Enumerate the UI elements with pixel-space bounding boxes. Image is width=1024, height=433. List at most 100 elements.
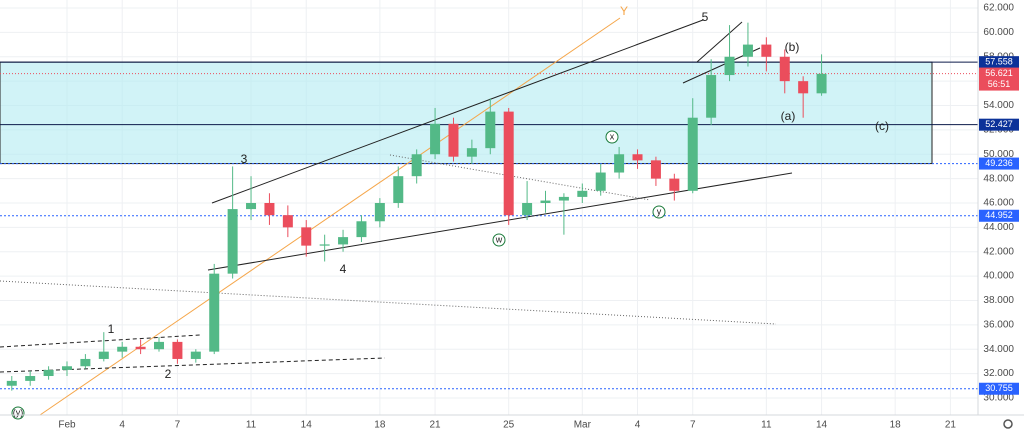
candle-body — [632, 154, 643, 161]
candle-body — [172, 341, 183, 359]
candle-body — [282, 215, 293, 228]
candle-body — [816, 73, 827, 94]
candle-body — [503, 111, 514, 216]
candle-body — [98, 351, 109, 359]
candle-body — [264, 202, 275, 216]
annotation: 4 — [340, 262, 347, 276]
candle-body — [779, 56, 790, 82]
candle-body — [485, 111, 496, 149]
candle-body — [356, 221, 367, 238]
candle-body — [614, 154, 625, 173]
candle-body — [393, 176, 404, 203]
candle-body — [798, 81, 809, 94]
x-tick-label: 21 — [945, 420, 957, 431]
candle-body — [246, 202, 257, 210]
last-price-box — [979, 67, 1019, 91]
candle-body — [25, 376, 36, 381]
x-tick-label: 11 — [246, 420, 257, 431]
level-label-box — [979, 56, 1019, 69]
candle-body — [227, 209, 238, 274]
trend-line — [0, 334, 201, 348]
candle-body — [466, 148, 477, 157]
annotation: w — [495, 234, 503, 244]
x-tick-label: 21 — [430, 420, 442, 431]
annotation: 2 — [165, 367, 172, 381]
candle-body — [61, 366, 72, 370]
candle-body — [724, 56, 735, 76]
candle-body — [742, 44, 753, 57]
annotation: Y — [620, 4, 628, 18]
level-label-box — [979, 382, 1019, 395]
annotation: 5 — [702, 10, 709, 24]
y-tick-label: 48.000 — [983, 173, 1014, 184]
y-tick-label: 36.000 — [983, 319, 1014, 330]
settings-icon[interactable] — [1003, 419, 1013, 429]
x-tick-label: Mar — [574, 420, 592, 431]
y-tick-label: 30.000 — [983, 393, 1014, 404]
x-tick-label: 7 — [690, 420, 696, 431]
over-layer: Y 5 3 4 1 2 (b) (a) (c) (y) x w y — [6, 4, 889, 420]
candle-body — [558, 196, 569, 201]
candle-body — [190, 351, 201, 359]
candle-body — [319, 244, 330, 246]
candle-body — [117, 346, 128, 352]
trend-line — [0, 280, 777, 325]
countdown: 56:51 — [988, 79, 1011, 89]
annotation-circle — [605, 130, 619, 144]
level-label-box — [979, 209, 1019, 222]
candle-body — [669, 178, 680, 191]
level-label-box — [979, 157, 1019, 170]
y-tick-label: 42.000 — [983, 246, 1014, 257]
last-price-label: 56.621 — [985, 68, 1013, 78]
candle-body — [338, 237, 349, 245]
trend-line — [389, 154, 651, 201]
y-tick-label: 46.000 — [983, 198, 1014, 209]
candle-body — [448, 123, 459, 157]
y-tick-label: 54.000 — [983, 100, 1014, 111]
level-label: 49.236 — [985, 158, 1013, 168]
candle-body — [209, 273, 220, 352]
level-label-box — [979, 118, 1019, 131]
x-tick-label: 14 — [816, 420, 828, 431]
level-label: 30.755 — [985, 383, 1013, 393]
x-tick-label: 14 — [301, 420, 313, 431]
candle-body — [80, 358, 91, 367]
x-tick-label: 11 — [761, 420, 772, 431]
axis-layer: 30.000 32.000 34.000 36.000 38.000 40.000 42.0… — [58, 3, 1019, 431]
annotation: 1 — [108, 322, 115, 336]
y-tick-label: 60.000 — [983, 27, 1014, 38]
y-tick-label: 32.000 — [983, 368, 1014, 379]
annotation: (y) — [13, 407, 24, 417]
candle-body — [650, 160, 661, 179]
x-tick-label: 4 — [119, 420, 125, 431]
annotation: 3 — [241, 152, 248, 166]
candle-body — [154, 341, 165, 350]
x-tick-label: 18 — [890, 420, 902, 431]
candle-body — [595, 172, 606, 191]
x-tick-label: 4 — [635, 420, 641, 431]
candle-body — [374, 202, 385, 222]
annotation-circle — [652, 205, 666, 219]
trend-line — [696, 21, 743, 63]
annotation-circle — [11, 406, 25, 420]
level-label: 57.558 — [985, 57, 1013, 67]
y-tick-label: 50.000 — [983, 149, 1014, 160]
level-label: 44.952 — [985, 210, 1013, 220]
y-tick-label: 38.000 — [983, 295, 1014, 306]
candle-body — [430, 123, 441, 155]
x-tick-label: 18 — [374, 420, 386, 431]
x-tick-label: Feb — [58, 420, 76, 431]
candle-body — [301, 227, 312, 246]
annotation: x — [610, 131, 615, 141]
annotation: (c) — [875, 119, 889, 133]
candle-body — [687, 117, 698, 191]
x-tick-label: 7 — [175, 420, 181, 431]
annotation: y — [657, 206, 662, 216]
candle-body — [540, 200, 551, 203]
y-tick-label: 44.000 — [983, 222, 1014, 233]
candle-body — [706, 75, 717, 118]
annotation-circle — [492, 233, 506, 247]
y-tick-label: 62.000 — [983, 3, 1014, 14]
candle-body — [577, 190, 588, 197]
